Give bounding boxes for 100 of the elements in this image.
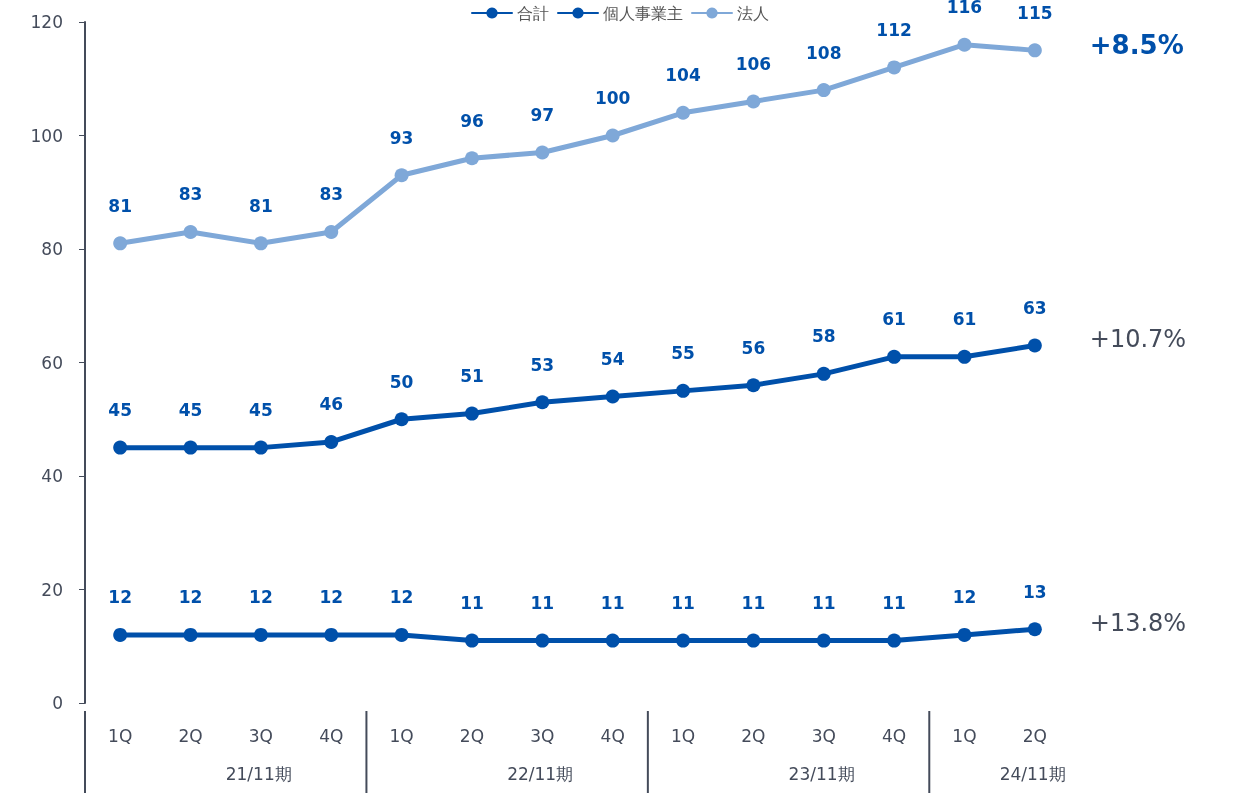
data-label: 93 bbox=[389, 127, 414, 148]
point bbox=[605, 128, 620, 143]
point bbox=[464, 406, 479, 421]
point bbox=[605, 633, 620, 648]
data-label: 115 bbox=[1017, 2, 1053, 23]
y-tick-label: 100 bbox=[30, 125, 63, 146]
data-label: 12 bbox=[178, 587, 203, 608]
point bbox=[957, 37, 972, 52]
data-label: 81 bbox=[108, 195, 133, 216]
point bbox=[183, 440, 198, 455]
data-label: 45 bbox=[178, 400, 203, 421]
data-label: 81 bbox=[249, 195, 273, 216]
data-label: 11 bbox=[530, 593, 555, 614]
point bbox=[113, 627, 128, 642]
data-label: 53 bbox=[530, 354, 555, 375]
x-tick-label: 2Q bbox=[741, 725, 766, 746]
data-label: 108 bbox=[806, 42, 842, 63]
point bbox=[816, 366, 831, 381]
point bbox=[183, 224, 198, 239]
point bbox=[605, 389, 620, 404]
y-tick-label: 0 bbox=[52, 693, 63, 713]
point bbox=[1027, 338, 1042, 353]
legend-label: 合計 bbox=[517, 3, 549, 23]
data-label: 11 bbox=[741, 593, 766, 614]
point bbox=[676, 633, 691, 648]
x-tick-label: 1Q bbox=[108, 725, 133, 746]
data-label: 46 bbox=[319, 394, 344, 415]
point bbox=[535, 633, 550, 648]
text: 23/11期 bbox=[788, 763, 855, 784]
y-tick-label: 80 bbox=[41, 239, 63, 259]
point bbox=[324, 224, 339, 239]
point bbox=[113, 440, 128, 455]
x-tick-label: 2Q bbox=[1022, 725, 1047, 746]
data-label: 106 bbox=[735, 53, 772, 74]
data-label: 11 bbox=[460, 593, 484, 614]
point bbox=[746, 94, 761, 109]
point bbox=[816, 83, 831, 98]
y-tick-label: 20 bbox=[41, 579, 63, 600]
x-tick-label: 1Q bbox=[670, 725, 696, 746]
point bbox=[1027, 622, 1042, 637]
data-label: 11 bbox=[882, 593, 906, 614]
point bbox=[394, 627, 409, 642]
text: 22/11期 bbox=[507, 763, 574, 784]
x-tick-label: 3Q bbox=[811, 725, 836, 746]
data-label: 96 bbox=[460, 110, 484, 131]
point bbox=[253, 236, 268, 251]
data-label: 54 bbox=[600, 349, 625, 370]
data-label: 45 bbox=[249, 400, 273, 421]
legend-label: 法人 bbox=[737, 3, 769, 23]
point bbox=[746, 378, 761, 393]
data-label: 83 bbox=[319, 184, 344, 205]
point bbox=[464, 151, 479, 166]
x-tick-label: 4Q bbox=[319, 725, 344, 746]
text: +13.8% bbox=[1089, 609, 1187, 638]
point bbox=[253, 440, 268, 455]
text: 21/11期 bbox=[225, 763, 292, 784]
point bbox=[957, 349, 972, 364]
data-label: 61 bbox=[882, 309, 906, 330]
y-tick-label: 40 bbox=[41, 466, 63, 486]
x-tick-label: 2Q bbox=[459, 725, 485, 746]
point bbox=[394, 412, 409, 427]
data-label: 56 bbox=[741, 337, 766, 358]
data-label: 100 bbox=[594, 88, 631, 108]
data-label: 11 bbox=[671, 593, 695, 614]
point bbox=[394, 168, 409, 183]
x-tick-label: 4Q bbox=[882, 725, 907, 746]
data-label: 12 bbox=[108, 587, 133, 608]
data-label: 11 bbox=[600, 593, 625, 614]
text: +10.7% bbox=[1089, 325, 1187, 354]
data-label: 83 bbox=[178, 184, 203, 205]
text: +8.5% bbox=[1089, 30, 1184, 61]
data-label: 112 bbox=[876, 19, 912, 40]
legend-label: 個人事業主 bbox=[603, 3, 683, 23]
data-label: 97 bbox=[530, 105, 555, 126]
point bbox=[887, 60, 902, 75]
x-tick-label: 1Q bbox=[389, 725, 414, 746]
data-label: 12 bbox=[389, 587, 414, 608]
data-label: 45 bbox=[108, 400, 133, 421]
point bbox=[535, 395, 550, 410]
x-tick-label: 3Q bbox=[530, 725, 555, 746]
data-label: 63 bbox=[1022, 297, 1047, 318]
point bbox=[887, 349, 902, 364]
data-label: 116 bbox=[946, 0, 983, 18]
data-label: 12 bbox=[249, 587, 273, 608]
point bbox=[464, 633, 479, 648]
data-label: 11 bbox=[811, 593, 836, 614]
x-tick-label: 2Q bbox=[178, 725, 203, 746]
point bbox=[253, 627, 268, 642]
data-label: 13 bbox=[1022, 581, 1047, 602]
point bbox=[887, 633, 902, 648]
x-tick-label: 1Q bbox=[952, 725, 977, 746]
text: 24/11期 bbox=[999, 763, 1066, 784]
point bbox=[676, 105, 691, 120]
point bbox=[183, 627, 198, 642]
x-tick-label: 3Q bbox=[248, 725, 273, 746]
y-tick-label: 120 bbox=[30, 12, 63, 32]
point bbox=[324, 627, 339, 642]
point bbox=[535, 145, 550, 160]
point bbox=[113, 236, 128, 251]
point bbox=[1027, 43, 1042, 58]
